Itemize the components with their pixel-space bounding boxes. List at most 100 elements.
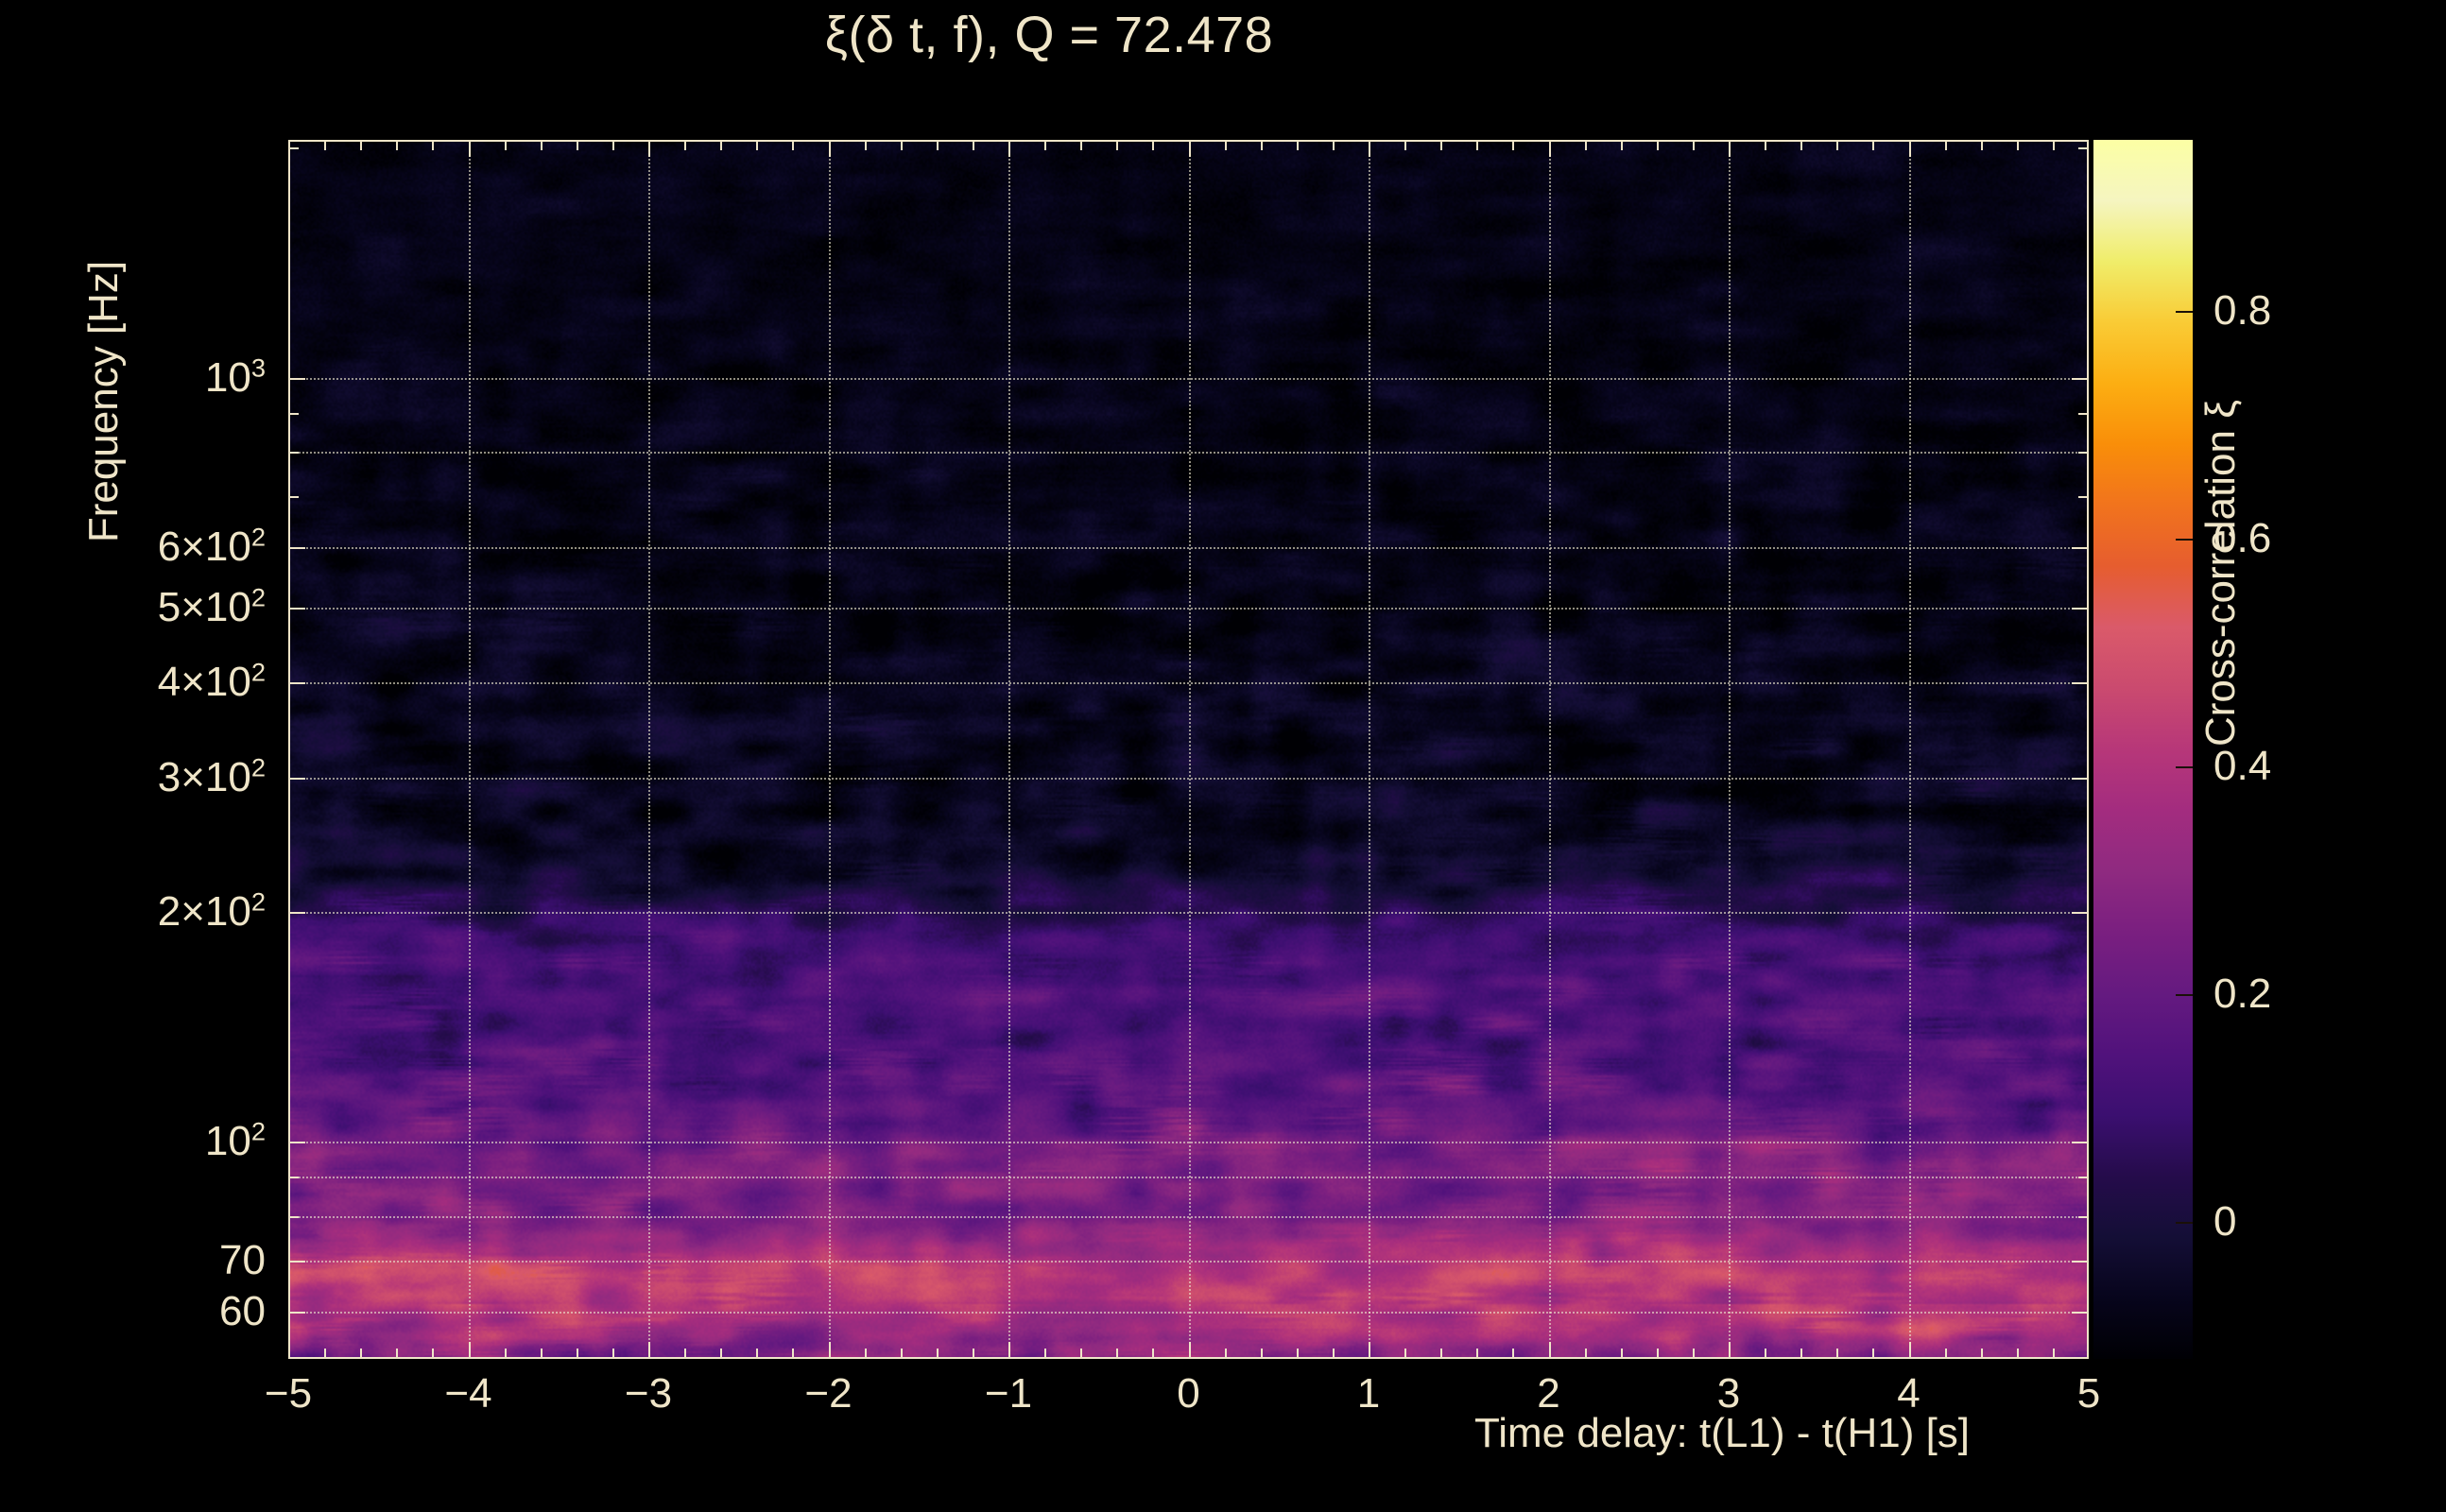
y-tick-major: [288, 377, 305, 380]
y-tick-major: [2072, 911, 2089, 914]
x-tick-label: 4: [1897, 1370, 1921, 1417]
x-tick-major: [1548, 1342, 1551, 1359]
x-tick-major: [1908, 140, 1911, 157]
x-tick-minor: [1152, 1349, 1155, 1359]
x-tick-major: [1729, 140, 1731, 157]
x-tick-major: [648, 1342, 650, 1359]
colorbar-tick: [2176, 1222, 2193, 1225]
x-tick-minor: [2016, 1349, 2019, 1359]
x-tick-minor: [2016, 140, 2019, 150]
x-tick-minor: [972, 140, 974, 150]
x-tick-minor: [1692, 140, 1695, 150]
colorbar-tick: [2176, 766, 2193, 769]
y-tick-major: [2072, 1311, 2089, 1314]
y-tick-major: [288, 547, 305, 550]
x-tick-label: −1: [984, 1370, 1033, 1417]
x-tick-label: 2: [1537, 1370, 1560, 1417]
x-tick-minor: [612, 140, 614, 150]
x-tick-label: 3: [1716, 1370, 1741, 1417]
x-tick-minor: [756, 1349, 759, 1359]
y-tick-label: 60: [0, 1288, 266, 1335]
x-tick-minor: [1116, 140, 1119, 150]
x-tick-minor: [432, 140, 435, 150]
y-tick-exponent: 2: [250, 751, 266, 782]
y-tick-minor: [2078, 496, 2089, 498]
x-tick-minor: [1296, 1349, 1299, 1359]
x-tick-major: [1188, 1342, 1191, 1359]
y-tick-label: 103: [0, 354, 266, 402]
x-tick-minor: [1476, 140, 1479, 150]
y-tick-label: 5×102: [0, 584, 266, 631]
x-tick-minor: [720, 140, 723, 150]
x-tick-major: [828, 140, 831, 157]
x-tick-minor: [1836, 1349, 1839, 1359]
x-tick-minor: [540, 140, 543, 150]
y-tick-minor: [288, 412, 299, 415]
x-tick-minor: [1224, 140, 1227, 150]
x-tick-minor: [1800, 140, 1803, 150]
x-tick-label: −5: [264, 1370, 313, 1417]
y-tick-exponent: 2: [250, 886, 266, 917]
x-tick-minor: [900, 140, 903, 150]
y-axis-title: Frequency [Hz]: [80, 260, 127, 543]
colorbar-tick-label: 0.4: [2213, 743, 2272, 790]
x-tick-minor: [1584, 140, 1587, 150]
x-tick-label: 1: [1356, 1370, 1381, 1417]
y-tick-major: [2072, 377, 2089, 380]
colorbar-tick-label: 0: [2213, 1198, 2237, 1246]
x-tick-minor: [1692, 1349, 1695, 1359]
x-tick-minor: [684, 140, 687, 150]
x-tick-minor: [396, 1349, 399, 1359]
x-tick-major: [1188, 140, 1191, 157]
x-tick-minor: [1404, 1349, 1407, 1359]
y-tick-major: [2072, 1260, 2089, 1263]
colorbar-tick-label: 0.2: [2213, 971, 2272, 1018]
x-tick-minor: [936, 1349, 939, 1359]
x-tick-minor: [1656, 1349, 1659, 1359]
x-tick-major: [1008, 140, 1010, 157]
colorbar[interactable]: [2093, 140, 2193, 1359]
x-tick-minor: [540, 1349, 543, 1359]
x-tick-minor: [1620, 140, 1623, 150]
y-tick-major: [2072, 777, 2089, 780]
colorbar-gradient: [2093, 140, 2193, 1359]
x-tick-minor: [1152, 140, 1155, 150]
x-tick-minor: [612, 1349, 614, 1359]
x-tick-label: −3: [624, 1370, 673, 1417]
heatmap-plot-area[interactable]: [288, 140, 2089, 1359]
x-tick-minor: [1260, 1349, 1263, 1359]
x-tick-minor: [432, 1349, 435, 1359]
colorbar-tick: [2176, 310, 2193, 313]
y-tick-major: [288, 777, 305, 780]
x-tick-minor: [1872, 1349, 1875, 1359]
y-tick-major: [288, 1311, 305, 1314]
x-tick-minor: [684, 1349, 687, 1359]
x-tick-label: 0: [1177, 1370, 1200, 1417]
y-tick-mantissa: 60: [219, 1287, 266, 1334]
colorbar-tick: [2176, 538, 2193, 541]
x-tick-minor: [360, 1349, 363, 1359]
x-tick-minor: [1944, 1349, 1947, 1359]
x-tick-minor: [1512, 140, 1515, 150]
x-tick-minor: [1440, 140, 1443, 150]
y-tick-mantissa: 6×10: [157, 524, 251, 571]
x-tick-major: [1369, 140, 1370, 157]
y-tick-label: 4×102: [0, 659, 266, 706]
x-tick-minor: [864, 140, 867, 150]
x-tick-minor: [1404, 140, 1407, 150]
x-tick-minor: [1332, 140, 1335, 150]
x-tick-minor: [1080, 140, 1083, 150]
y-tick-exponent: 2: [250, 522, 266, 552]
colorbar-tick: [2176, 994, 2193, 997]
x-axis-title: Time delay: t(L1) - t(H1) [s]: [1474, 1410, 1971, 1456]
x-tick-minor: [1476, 1349, 1479, 1359]
x-tick-minor: [936, 140, 939, 150]
page-title: ξ(δ t, f), Q = 72.478: [824, 7, 1274, 63]
x-tick-minor: [1044, 1349, 1047, 1359]
x-tick-major: [828, 1342, 831, 1359]
x-tick-minor: [720, 1349, 723, 1359]
x-tick-minor: [1440, 1349, 1443, 1359]
x-tick-major: [288, 1342, 290, 1359]
x-tick-minor: [1584, 1349, 1587, 1359]
x-tick-minor: [504, 140, 507, 150]
